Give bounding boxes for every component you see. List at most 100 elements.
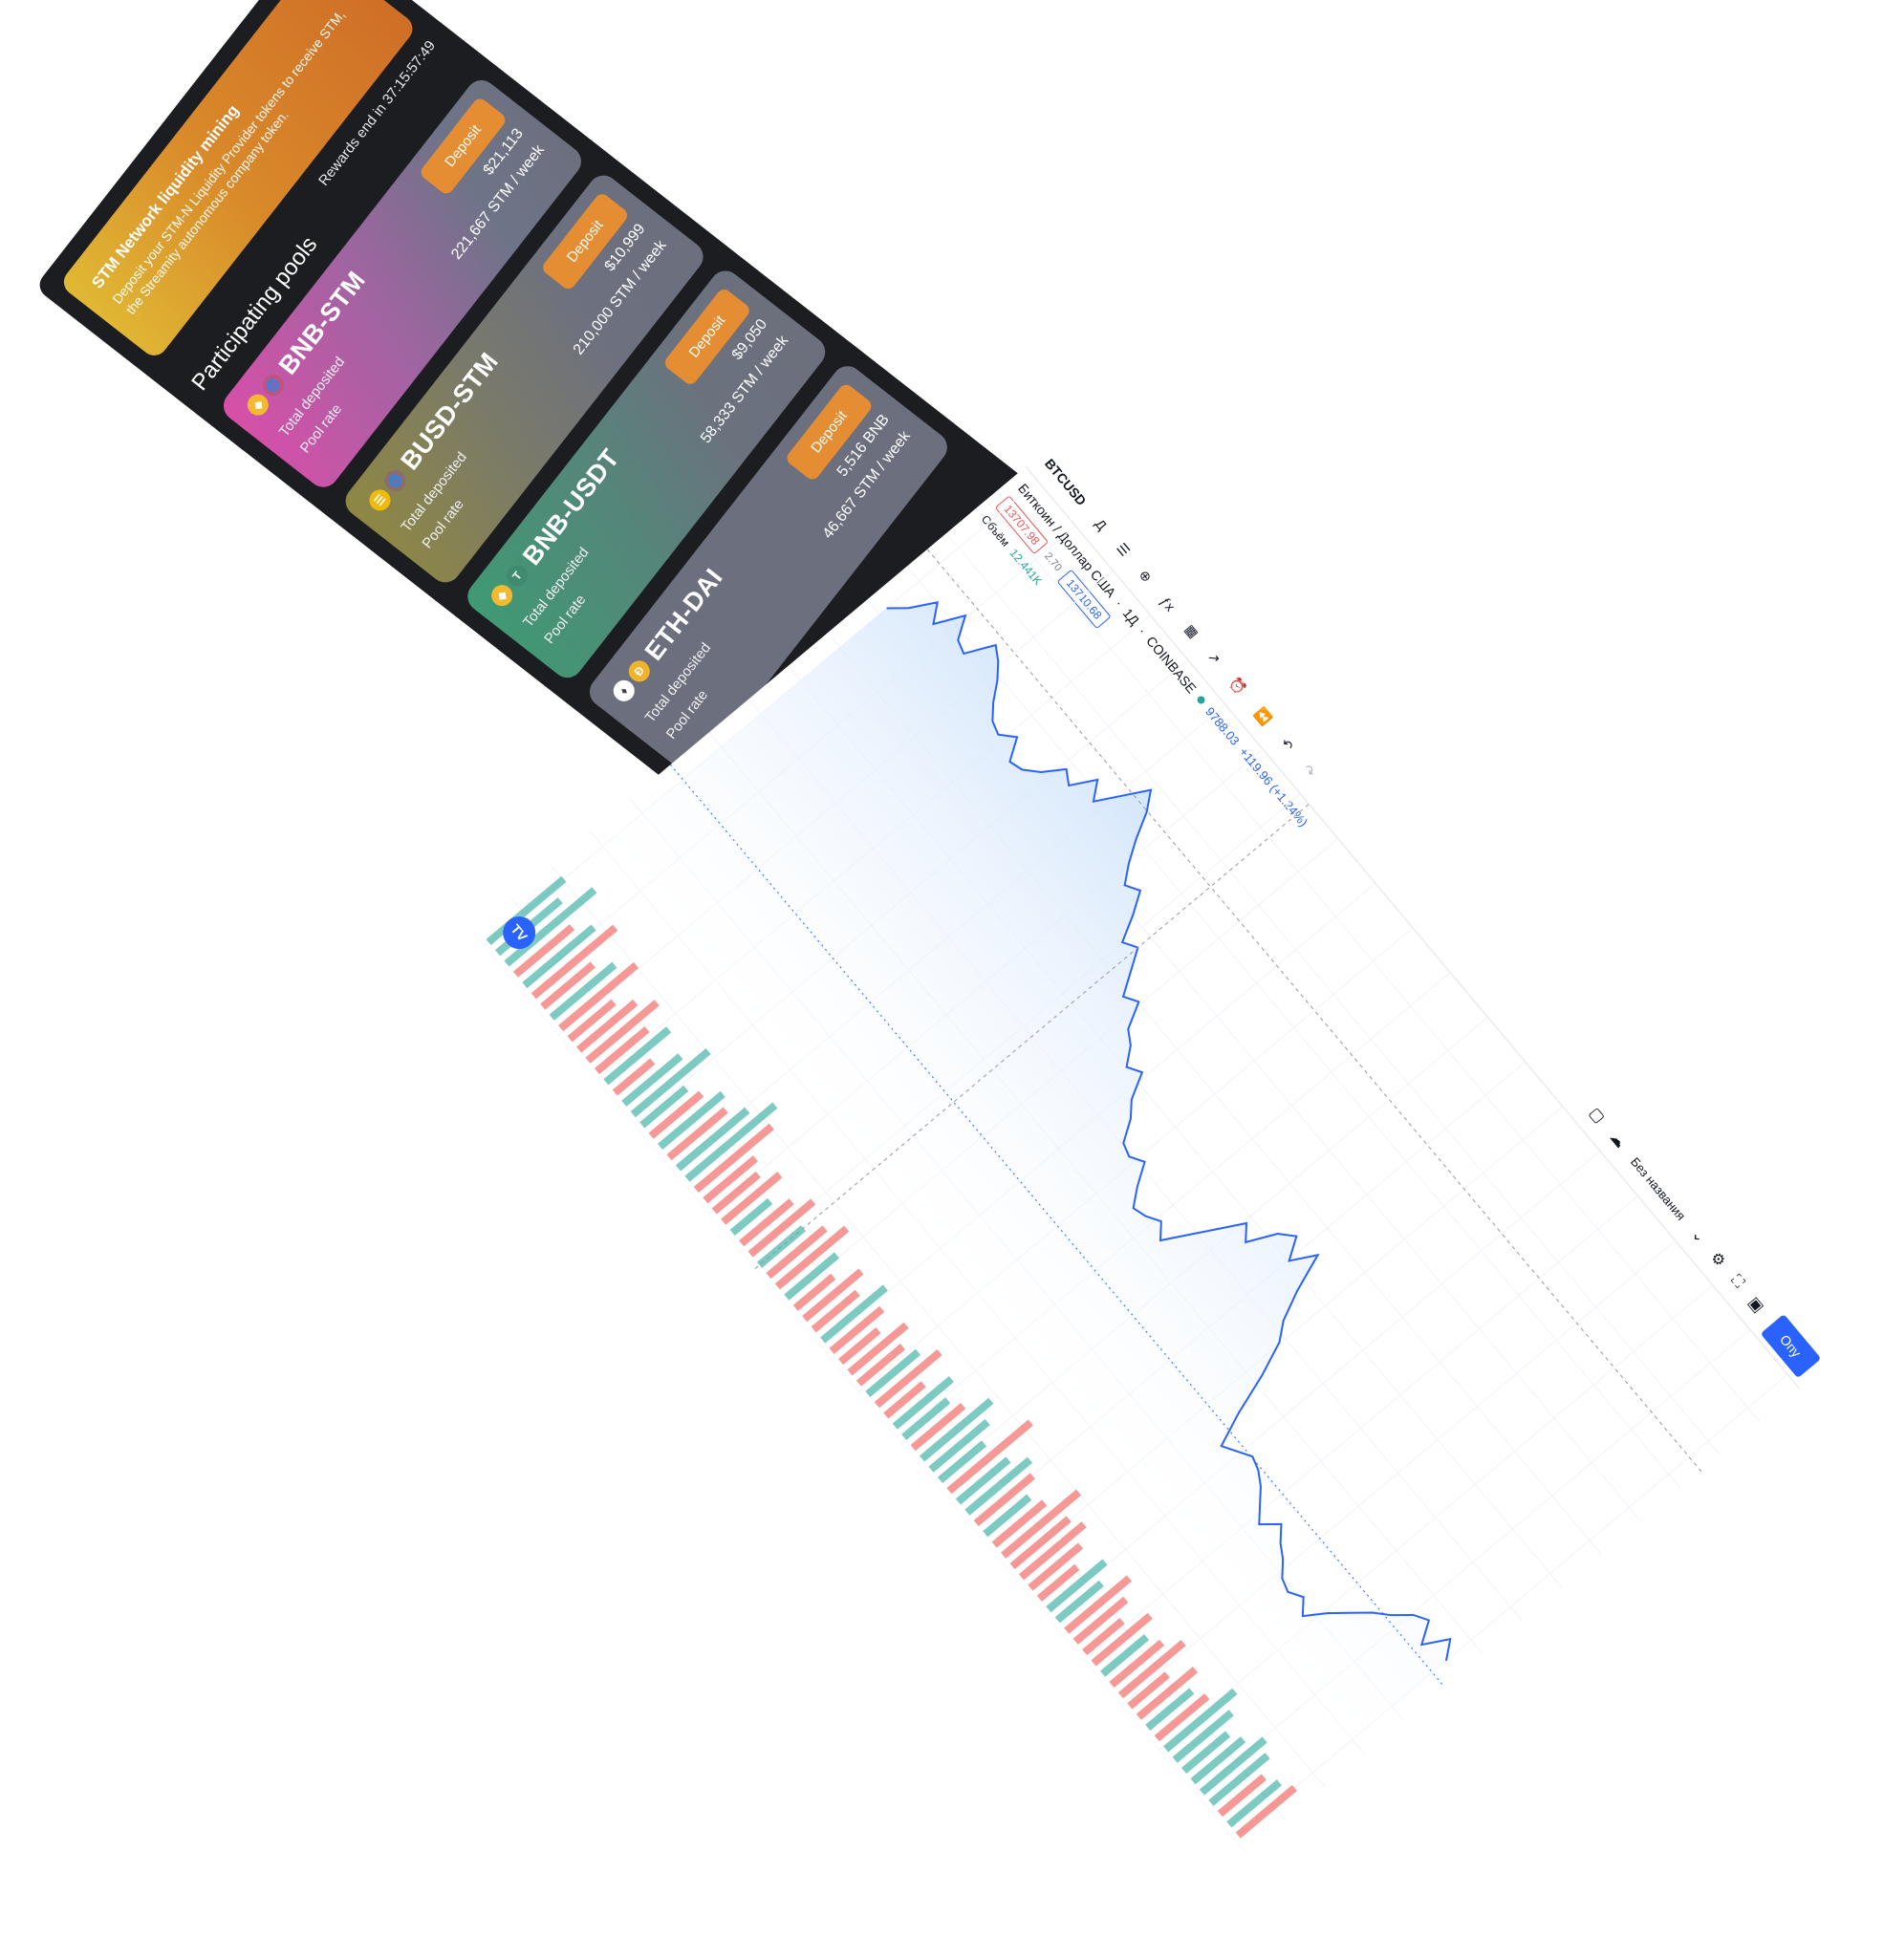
volume-bar xyxy=(820,1284,888,1344)
volume-bar xyxy=(1036,1563,1080,1602)
volume-bar xyxy=(874,1348,942,1409)
volume-bar xyxy=(703,1155,758,1204)
volume-bar xyxy=(585,1000,660,1064)
gear-icon[interactable]: ⚙ xyxy=(1706,1249,1729,1271)
volume-bar xyxy=(928,1419,990,1473)
alert-icon[interactable]: ⏰ xyxy=(1226,675,1249,698)
volume-bar xyxy=(811,1289,860,1333)
volume-bar xyxy=(847,1322,909,1376)
grid-line-horizontal xyxy=(1025,466,1800,1390)
volume-bar xyxy=(1001,1489,1081,1559)
deposit-button[interactable]: Deposit xyxy=(784,381,875,483)
grid-line-horizontal xyxy=(550,864,1326,1788)
volume-bar xyxy=(721,1172,783,1225)
compare-icon[interactable]: ⊕ xyxy=(1136,567,1156,586)
crosshair-horizontal xyxy=(926,549,1702,1473)
pool-name: ETH-DAI xyxy=(639,563,728,666)
volume-bar xyxy=(1235,1784,1297,1839)
last-price-line xyxy=(670,764,1445,1688)
deposit-button[interactable]: Deposit xyxy=(418,96,509,197)
volume-bar xyxy=(512,924,575,978)
volume-bar xyxy=(855,1344,905,1387)
crosshair-vertical xyxy=(754,804,1310,1270)
volume-bar xyxy=(603,1026,672,1086)
strategy-icon[interactable]: ↗ xyxy=(1204,648,1224,667)
volume-bar xyxy=(1154,1693,1210,1742)
volume-bar xyxy=(1117,1640,1186,1699)
volume-bar xyxy=(1172,1710,1234,1763)
volume-bar xyxy=(792,1273,836,1311)
volume-bar xyxy=(946,1419,1033,1495)
replay-icon[interactable]: ⏪ xyxy=(1252,704,1275,728)
cloud-icon: ☁ xyxy=(1606,1129,1629,1152)
volume-bar xyxy=(522,924,596,989)
chart-type-icon[interactable]: ☰ xyxy=(1114,540,1134,559)
volume-bar xyxy=(1091,1612,1153,1667)
volume-bar xyxy=(1163,1688,1238,1753)
volume-bar xyxy=(1018,1521,1087,1581)
grid-line-horizontal xyxy=(906,566,1681,1490)
deposit-button[interactable]: Deposit xyxy=(661,286,752,387)
fullscreen-icon[interactable]: ⛶ xyxy=(1727,1272,1747,1291)
volume-bar xyxy=(774,1225,850,1290)
volume-bar xyxy=(883,1381,926,1419)
volume-bar xyxy=(1199,1736,1267,1796)
deposit-button[interactable]: Deposit xyxy=(540,191,631,292)
volume-bar xyxy=(1046,1559,1108,1613)
volume-bar xyxy=(1190,1736,1246,1785)
volume-bar xyxy=(1072,1596,1129,1645)
volume-bar xyxy=(675,1107,750,1172)
volume-bar xyxy=(558,961,639,1032)
volume-bar xyxy=(784,1252,839,1301)
volume-bar xyxy=(1127,1671,1170,1710)
volume-bar xyxy=(693,1123,774,1194)
interval-selector[interactable]: Д xyxy=(1093,515,1111,533)
volume-bar xyxy=(1136,1667,1199,1720)
volume-bar xyxy=(973,1473,1035,1527)
volume-bar xyxy=(910,1403,966,1452)
camera-icon[interactable]: ▣ xyxy=(1744,1294,1767,1316)
volume-bar xyxy=(1226,1779,1282,1828)
undo-icon[interactable]: ↶ xyxy=(1277,735,1297,754)
volume-bar xyxy=(639,1085,689,1129)
grid-line-horizontal xyxy=(471,931,1246,1854)
volume-bar xyxy=(729,1197,773,1237)
volume-bar xyxy=(621,1053,683,1107)
volume-bar xyxy=(1064,1575,1132,1634)
volume-bar xyxy=(1099,1634,1150,1677)
price-chart-widget: BTCUSD Д ☰ ⊕ ƒx ▦ ↗ ⏰ ⏪ ↶ ↷ ▢ ☁ Без назв… xyxy=(471,440,1832,1854)
redo-icon[interactable]: ↷ xyxy=(1299,761,1319,781)
grid-line-horizontal xyxy=(945,532,1722,1456)
volume-bar xyxy=(1028,1542,1084,1591)
volume-bar xyxy=(937,1440,987,1484)
volume-bar xyxy=(549,961,617,1021)
volume-bar xyxy=(666,1107,728,1161)
price-area-fill xyxy=(597,602,1451,1744)
volume-bar xyxy=(1145,1688,1195,1732)
templates-icon[interactable]: ▦ xyxy=(1181,621,1202,641)
volume-bar xyxy=(955,1456,1011,1505)
volume-bar xyxy=(901,1397,951,1440)
volume-bar xyxy=(1009,1516,1072,1570)
volume-bar xyxy=(567,999,617,1043)
volume-bar xyxy=(920,1397,994,1462)
volume-bar xyxy=(575,999,639,1053)
volume-bar xyxy=(1109,1639,1165,1688)
volume-bar xyxy=(1181,1731,1231,1775)
chevron-down-icon[interactable]: ⌄ xyxy=(1687,1226,1709,1247)
volume-bar xyxy=(964,1456,1033,1516)
volume-bar xyxy=(991,1499,1048,1548)
volume-bar xyxy=(658,1090,725,1150)
volume-bar xyxy=(747,1198,816,1258)
indicators-icon[interactable]: ƒx xyxy=(1158,592,1179,614)
volume-bar xyxy=(739,1198,794,1247)
layout-icon[interactable]: ▢ xyxy=(1586,1105,1608,1127)
price-line xyxy=(886,600,1452,1662)
volume-bar xyxy=(684,1102,778,1182)
volume-bar xyxy=(892,1376,954,1430)
volume-bar xyxy=(983,1494,1032,1538)
volume-bar xyxy=(711,1171,761,1215)
volume-bar xyxy=(1082,1618,1125,1656)
volume-bar xyxy=(802,1268,864,1323)
volume-bar xyxy=(630,1047,711,1118)
